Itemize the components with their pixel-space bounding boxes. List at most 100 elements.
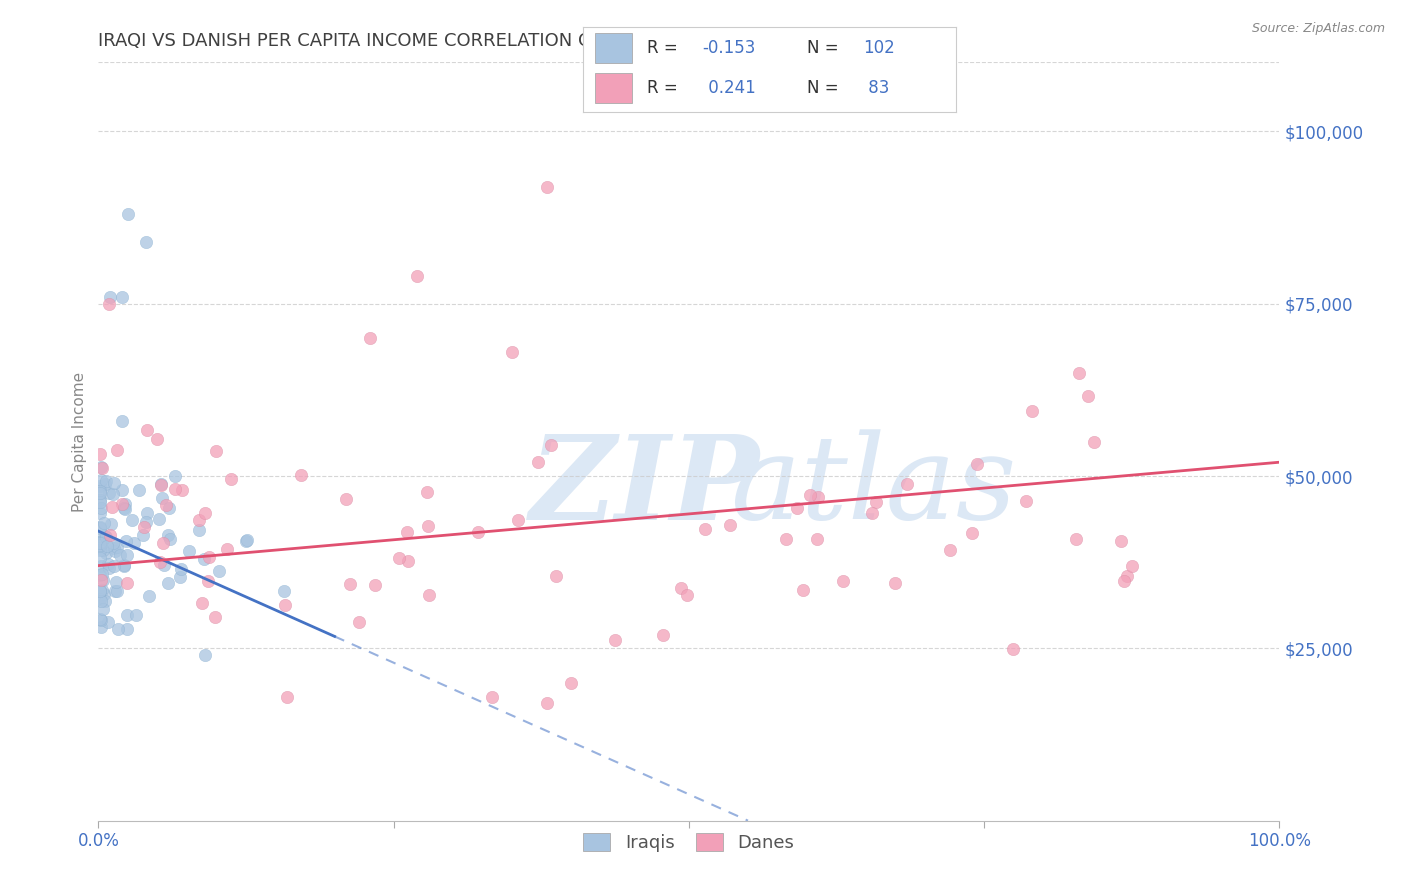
Point [132,527,155,541]
Point [966,457,988,471]
Point [115,607,138,622]
Point [156,528,179,542]
Point [603,632,626,647]
Point [103,558,125,573]
Point [89,478,111,492]
Point [135,235,157,249]
Point [91,543,114,558]
Point [138,589,160,603]
Point [89,567,111,582]
Point [101,500,124,514]
Point [90,594,112,608]
Point [217,542,239,557]
Point [157,500,180,515]
Point [93,594,115,608]
Point [94,529,117,543]
Point [153,558,176,572]
Point [865,495,887,509]
Point [1121,558,1143,573]
Point [896,476,918,491]
Point [97,558,120,572]
Point [1021,404,1043,418]
Point [108,548,131,562]
Point [89,538,111,552]
Point [90,620,112,634]
Point [98,486,121,500]
Point [111,290,134,304]
Point [939,543,962,558]
Point [799,488,821,502]
Point [104,584,127,599]
Point [104,544,127,558]
Point [117,207,139,221]
Point [149,555,172,569]
Point [388,551,411,566]
Point [150,491,173,506]
Text: N =: N = [807,78,844,96]
Point [339,576,361,591]
Text: 0.241: 0.241 [703,78,755,96]
Point [148,512,170,526]
Point [105,540,128,554]
Point [1111,533,1133,548]
Point [208,564,231,578]
Point [194,648,217,663]
Point [105,442,128,457]
Point [198,549,221,564]
Point [98,527,121,541]
Point [406,269,429,284]
Point [122,536,145,550]
Point [114,533,136,548]
Point [89,542,111,557]
Point [89,495,111,509]
Point [807,490,830,504]
Point [89,492,111,507]
Point [89,528,111,542]
Point [527,455,550,469]
Point [349,615,371,630]
Point [89,612,111,626]
Point [98,290,121,304]
Point [416,519,439,533]
Point [188,523,211,537]
Point [1002,642,1025,657]
Point [93,587,115,601]
Point [98,560,121,574]
Text: 83: 83 [863,78,890,96]
Point [90,613,112,627]
Point [960,526,983,541]
Text: N =: N = [807,39,844,57]
Point [806,533,828,547]
Point [786,500,808,515]
Point [91,567,114,582]
Point [91,536,114,550]
Point [1116,568,1139,582]
Point [1064,532,1087,546]
Point [90,574,112,588]
Point [90,473,112,487]
Point [89,486,111,500]
Point [276,690,298,704]
Point [111,497,134,511]
Point [121,513,143,527]
Point [236,533,259,547]
Point [89,447,111,461]
Point [191,596,214,610]
Point [669,581,692,595]
Point [1015,494,1038,508]
Text: R =: R = [647,39,683,57]
Point [103,541,125,556]
Point [135,516,157,530]
Point [396,554,419,568]
Point [884,575,907,590]
Point [114,497,136,511]
Point [467,524,489,539]
Point [546,569,568,583]
Point [676,588,699,602]
Point [165,469,187,483]
Point [1083,435,1105,450]
Point [112,500,135,515]
Point [204,610,226,624]
Point [90,460,112,475]
Point [418,588,440,602]
